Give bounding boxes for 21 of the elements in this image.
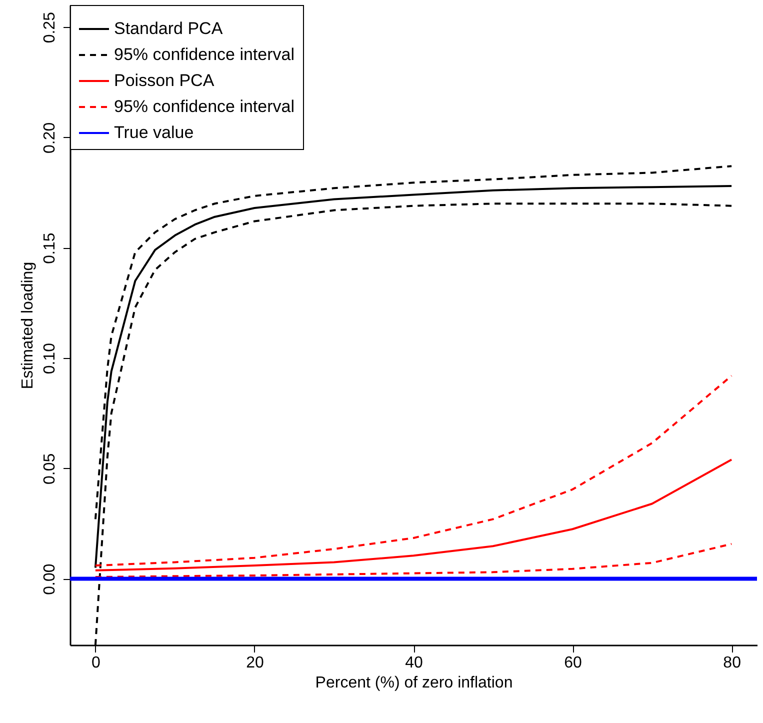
legend-label: 95% confidence interval — [114, 97, 295, 116]
x-tick-label: 20 — [246, 654, 264, 672]
y-tick-label: 0.15 — [42, 232, 58, 264]
legend-label: True value — [114, 123, 194, 142]
y-tick-label: 0.20 — [42, 122, 58, 154]
y-tick-label: 0.00 — [42, 564, 58, 595]
line-series — [94, 458, 733, 572]
line-series — [94, 542, 733, 578]
x-tick-label: 60 — [564, 654, 582, 672]
y-axis-title: Estimated loading — [20, 262, 36, 390]
legend-label: Standard PCA — [114, 19, 224, 38]
x-tick-label: 40 — [405, 654, 423, 672]
y-tick-label: 0.05 — [42, 453, 58, 485]
x-axis-title: Percent (%) of zero inflation — [315, 674, 513, 692]
x-tick-label: 80 — [723, 654, 742, 672]
line-series — [94, 374, 733, 567]
y-tick-label: 0.10 — [42, 342, 58, 374]
legend-label: Poisson PCA — [114, 71, 215, 90]
y-tick-label: 0.25 — [42, 12, 58, 44]
x-tick-label: 0 — [91, 654, 100, 672]
legend-label: 95% confidence interval — [114, 45, 295, 64]
